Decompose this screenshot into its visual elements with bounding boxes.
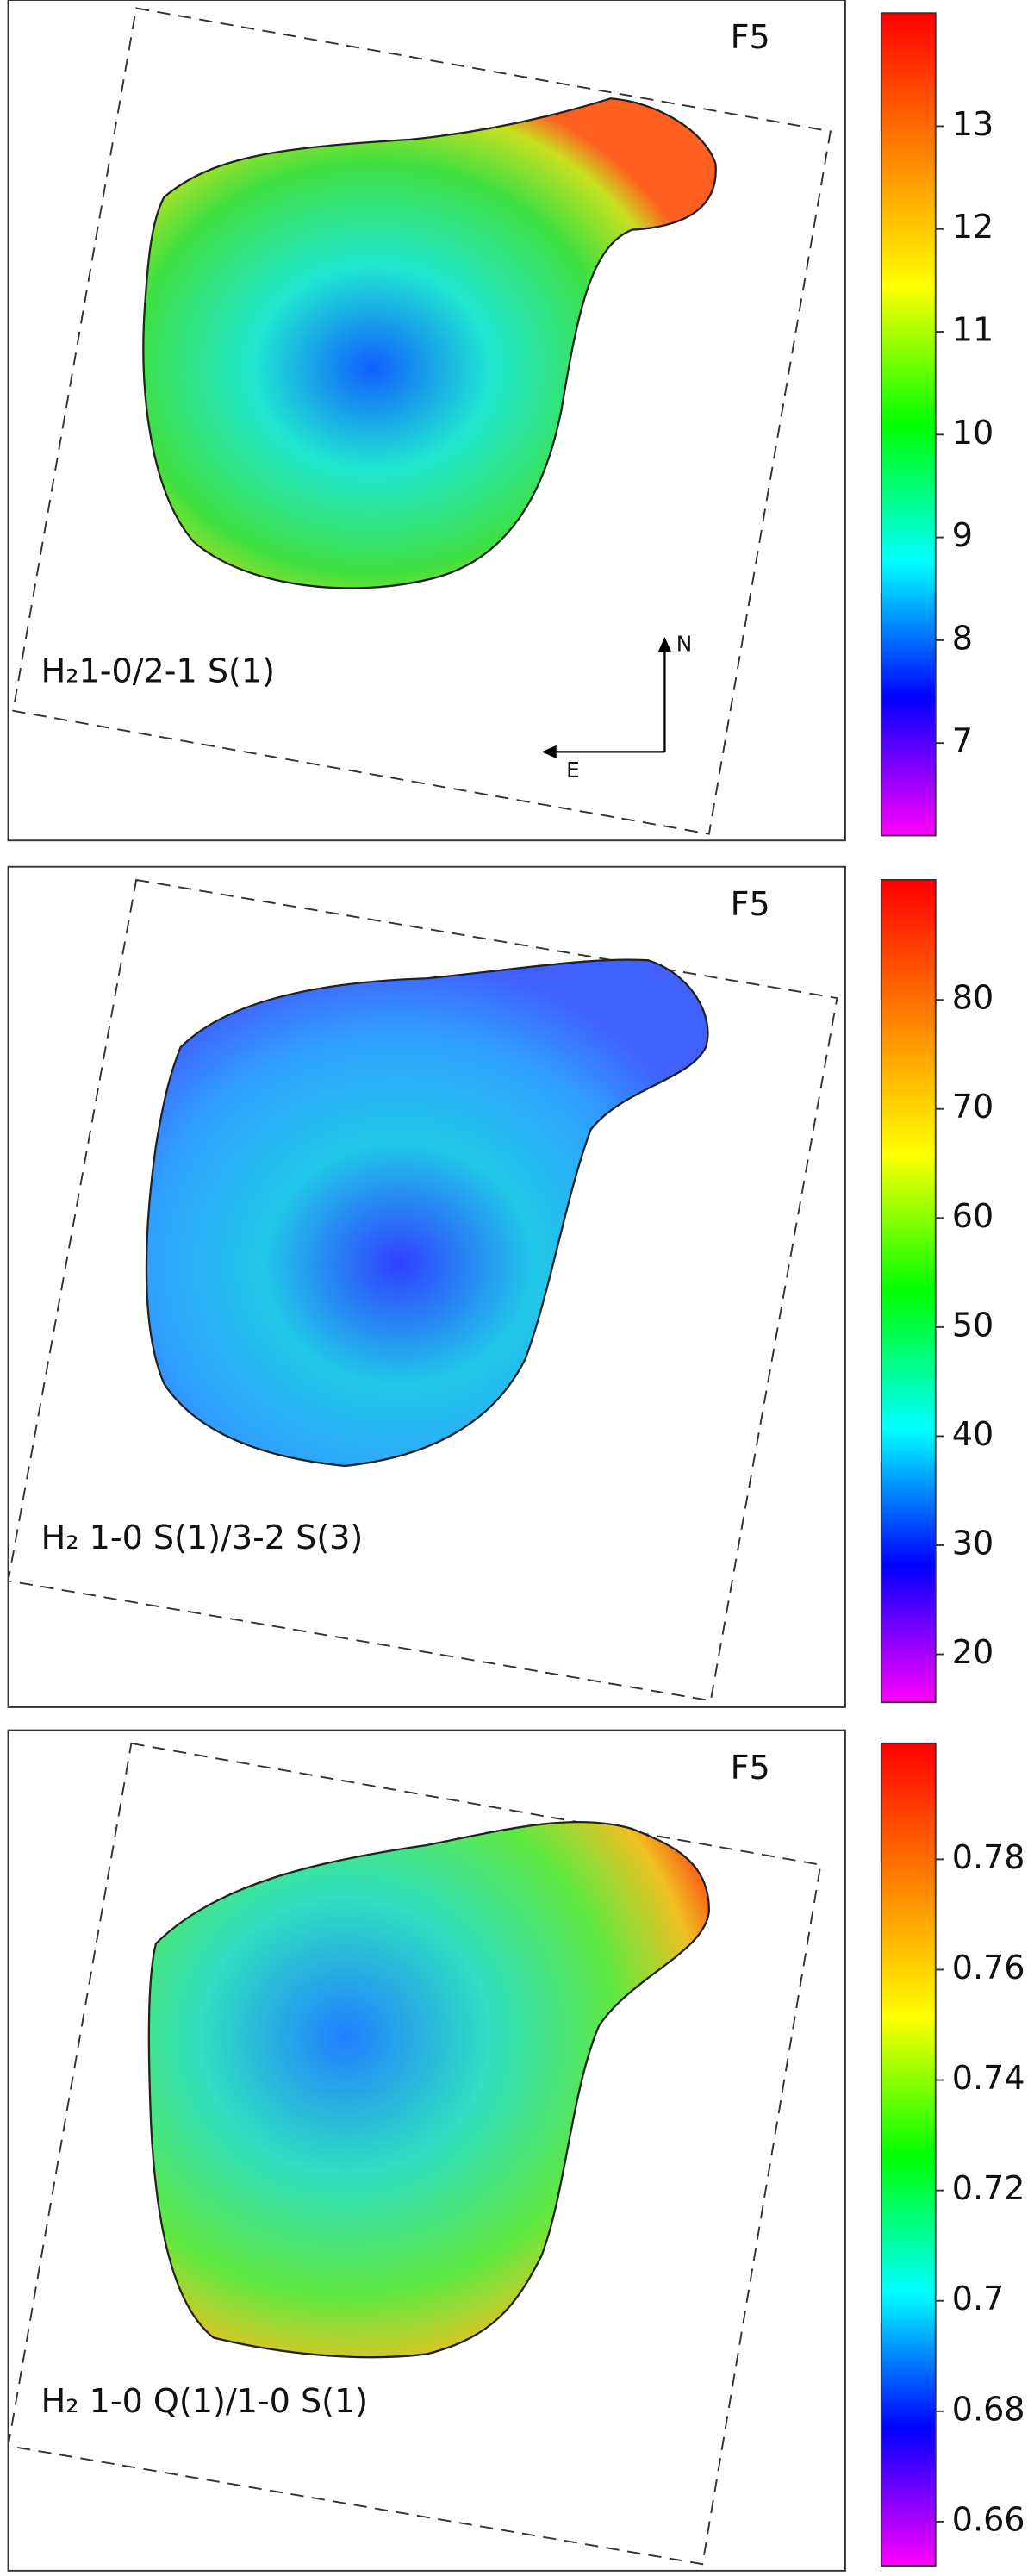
colorbar-tick-label: 70 [952,1088,994,1126]
colorbar-tick-label: 0.78 [952,1838,1025,1876]
colorbar-tick-label: 13 [952,105,994,143]
colorbar-tick-label: 12 [952,208,994,246]
compass-n: N [676,632,693,657]
intensity-map [142,97,717,589]
intensity-map [147,1820,711,2359]
colorbar-tick-label: 0.7 [952,2280,1005,2317]
panel: F5 H₂ 1-0 Q(1)/1-0 S(1) 0.66 0.68 0.7 0.72 0.7… [7,1729,1025,2572]
panel: F5 H₂ 1-0 S(1)/3-2 S(3) 20 30 40 50 60 70 80 [7,865,994,1708]
colorbar-tick-label: 30 [952,1524,994,1562]
map-label: H₂ 1-0 S(1)/3-2 S(3) [41,1519,364,1556]
colorbar-tick-label: 60 [952,1197,994,1235]
compass-arrow [657,637,672,652]
panel-frame [7,0,846,842]
colorbar-tick-label: 50 [952,1306,994,1344]
panel: F5 H₂1-0/2-1 S(1) N E 7 8 9 10 11 12 13 [7,0,994,842]
colorbar [880,1742,937,2567]
colorbar-tick-label: 7 [952,722,973,760]
colorbar [880,879,937,1704]
intensity-map [145,958,709,1468]
colorbar-tick-label: 11 [952,311,994,349]
field-outline [7,878,838,1702]
colorbar-tick-label: 0.74 [952,2059,1025,2097]
field-outline [12,7,832,835]
compass-arrow [541,745,557,759]
colorbar-tick-label: 0.66 [952,2500,1025,2538]
colorbar-tick-label: 20 [952,1633,994,1671]
colorbar-tick-label: 0.76 [952,1949,1025,1987]
colorbar-tick-label: 0.72 [952,2169,1025,2207]
panel-frame [7,1729,846,2572]
colorbar-tick-label: 80 [952,979,994,1017]
field-label: F5 [731,18,770,56]
field-label: F5 [731,885,770,923]
panel-frame [7,865,846,1708]
colorbar [880,12,937,837]
colorbar-tick-label: 9 [952,516,973,554]
compass-e: E [566,758,580,783]
colorbar-tick-label: 10 [952,414,994,452]
colorbar-tick-label: 8 [952,619,973,657]
field-outline [7,1742,822,2566]
map-label: H₂1-0/2-1 S(1) [41,652,275,689]
field-label: F5 [731,1749,770,1787]
map-label: H₂ 1-0 Q(1)/1-0 S(1) [41,2382,368,2420]
colorbar-tick-label: 0.68 [952,2390,1025,2428]
colorbar-tick-label: 40 [952,1415,994,1453]
